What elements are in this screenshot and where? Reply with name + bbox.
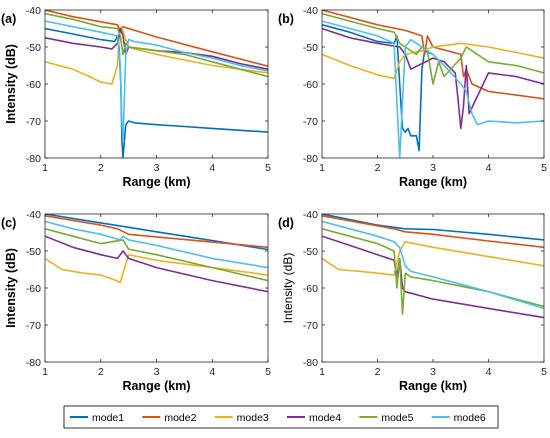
y-tick-label: -60 (26, 283, 41, 295)
x-tick-label: 4 (209, 366, 215, 378)
y-tick-label: -70 (303, 320, 318, 332)
series-line-mode1 (322, 214, 544, 241)
series-line-mode6 (45, 20, 268, 141)
y-tick-label: -60 (303, 283, 318, 295)
series-line-mode6 (45, 220, 268, 269)
x-axis-label: Range (km) (122, 175, 190, 189)
x-tick-label: 4 (486, 366, 492, 378)
y-tick-label: -50 (26, 246, 41, 258)
y-tick-label: -70 (26, 116, 41, 128)
x-tick-label: 2 (375, 162, 381, 174)
y-tick-label: -80 (303, 357, 318, 369)
y-axis-label: Intensity (dB) (4, 248, 18, 328)
series-line-mode3 (45, 253, 268, 284)
x-tick-label: 1 (42, 366, 48, 378)
x-tick-label: 2 (375, 366, 381, 378)
legend-label-mode6: mode6 (454, 412, 486, 424)
x-tick-label: 3 (430, 366, 436, 378)
series-line-mode6 (322, 220, 544, 310)
legend-label-mode4: mode4 (309, 412, 341, 424)
series-line-mode2 (45, 10, 268, 67)
y-tick-label: -40 (26, 209, 41, 221)
legend-label-mode5: mode5 (381, 412, 413, 424)
x-tick-label: 1 (319, 366, 325, 378)
x-axis-label: Range (km) (122, 379, 190, 393)
series-line-mode5 (322, 12, 544, 85)
panel-label: (a) (1, 12, 16, 26)
series-line-mode3 (322, 42, 544, 80)
y-tick-label: -80 (303, 153, 318, 165)
x-tick-label: 4 (209, 162, 215, 174)
x-tick-label: 2 (98, 162, 104, 174)
series-line-mode6 (322, 20, 544, 158)
y-tick-label: -40 (303, 5, 318, 17)
x-tick-label: 4 (486, 162, 492, 174)
y-tick-label: -50 (303, 42, 318, 54)
x-axis-label: Range (km) (399, 379, 467, 393)
y-axis-label: Intensity (dB) (4, 44, 18, 124)
x-tick-label: 2 (98, 366, 104, 378)
series-line-mode5 (322, 228, 544, 315)
series-group (322, 10, 544, 158)
x-tick-label: 5 (265, 366, 271, 378)
y-tick-label: -70 (303, 116, 318, 128)
series-group (322, 214, 544, 319)
series-group (45, 10, 268, 158)
y-tick-label: -40 (303, 209, 318, 221)
x-axis-label: Range (km) (399, 175, 467, 189)
series-line-mode5 (45, 12, 268, 78)
panel-label: (b) (278, 12, 294, 26)
x-tick-label: 3 (430, 162, 436, 174)
x-tick-label: 5 (541, 366, 547, 378)
series-line-mode2 (322, 215, 544, 249)
series-line-mode4 (322, 27, 544, 130)
y-tick-label: -70 (26, 320, 41, 332)
x-tick-label: 1 (42, 162, 48, 174)
legend-label-mode3: mode3 (237, 412, 269, 424)
y-tick-label: -40 (26, 5, 41, 17)
series-line-mode5 (45, 228, 268, 282)
x-tick-label: 5 (265, 162, 271, 174)
x-tick-label: 1 (319, 162, 325, 174)
panel-3: 1 2 3 4 5 -40 -50 -60 -70 -80 (c) Range (km) Intensi… (1, 209, 271, 393)
y-tick-label: -80 (26, 153, 41, 165)
series-line-mode4 (45, 27, 268, 70)
panel-4: 1 2 3 4 5 -40 -50 -60 -70 -80 (d) Range (km) Intensi… (278, 209, 547, 393)
panel-label: (d) (278, 216, 294, 230)
panel-2: 1 2 3 4 5 -40 -50 -60 -70 -80 (b) Range (km) (278, 5, 547, 189)
x-tick-label: 3 (154, 162, 160, 174)
panel-1: 1 2 3 4 5 -40 -50 -60 -70 -80 (a) Range (km) Intensi… (1, 5, 271, 189)
series-group (45, 214, 268, 293)
series-line-mode3 (45, 25, 268, 85)
x-tick-label: 3 (154, 366, 160, 378)
y-tick-label: -50 (303, 246, 318, 258)
series-line-mode2 (45, 215, 268, 249)
y-axis-label: Intensity (dB) (281, 253, 295, 324)
axes-frame (44, 9, 269, 159)
y-tick-label: -60 (26, 79, 41, 91)
y-tick-label: -50 (26, 42, 41, 54)
y-tick-label: -80 (26, 357, 41, 369)
series-line-mode1 (322, 24, 434, 152)
legend-label-mode1: mode1 (92, 412, 124, 424)
series-line-mode4 (45, 235, 268, 293)
panels: 1 2 3 4 5 -40 -50 -60 -70 -80 (a) Range (km) Intensi… (1, 5, 547, 393)
series-line-mode3 (322, 241, 544, 276)
y-tick-label: -60 (303, 79, 318, 91)
legend-label-mode2: mode2 (164, 412, 196, 424)
legend: mode1 mode2 mode3 mode4 mode5 mode6 (63, 405, 499, 429)
panel-label: (c) (1, 216, 16, 230)
series-line-mode1 (45, 27, 268, 158)
x-tick-label: 5 (541, 162, 547, 174)
legend-box (63, 405, 499, 429)
